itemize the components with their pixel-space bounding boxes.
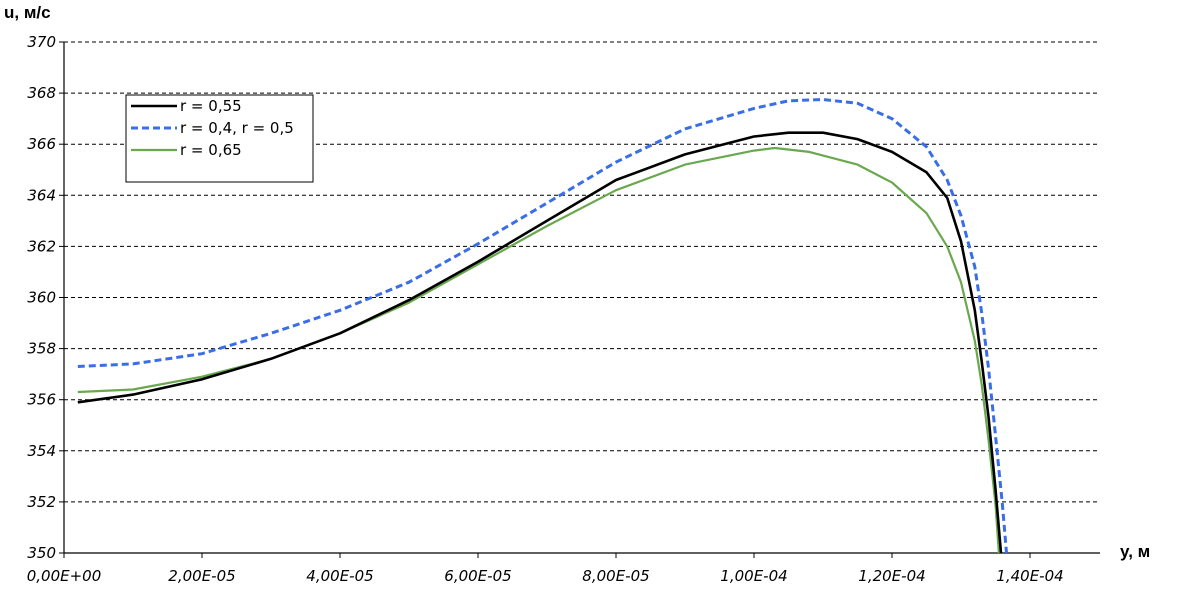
- y-tick-label: 352: [27, 493, 56, 511]
- y-tick-label: 360: [27, 289, 56, 307]
- x-tick-label: 1,20E-04: [858, 567, 925, 585]
- x-axis-title: y, м: [1120, 542, 1150, 561]
- legend: r = 0,55 r = 0,4, r = 0,5 r = 0,65: [125, 94, 314, 183]
- x-tick-label: 2,00E-05: [168, 567, 235, 585]
- x-tick-label: 1,40E-04: [996, 567, 1063, 585]
- grid-lines: [64, 41, 1100, 503]
- y-axis-title: u, м/с: [4, 3, 51, 22]
- x-tick-label: 1,00E-04: [720, 567, 787, 585]
- legend-label: r = 0,65: [180, 141, 242, 159]
- y-tick-label: 366: [27, 135, 56, 153]
- legend-label: r = 0,4, r = 0,5: [180, 119, 294, 137]
- y-tick-label: 370: [27, 33, 56, 51]
- y-tick-label: 354: [27, 442, 56, 460]
- y-tick-label: 356: [27, 391, 56, 409]
- y-tick-label: 362: [27, 237, 56, 255]
- series-line: [77, 146, 1000, 554]
- legend-label: r = 0,55: [180, 97, 242, 115]
- x-tick-label: 4,00E-05: [306, 567, 373, 585]
- x-tick-label: 8,00E-05: [582, 567, 649, 585]
- y-tick-label: 358: [27, 340, 56, 358]
- y-tick-label: 364: [27, 186, 56, 204]
- series-line: [77, 131, 1003, 554]
- series-layer: [77, 98, 1008, 554]
- y-tick-label: 350: [27, 544, 56, 562]
- y-tick-label: 368: [27, 84, 56, 102]
- legend-box: [125, 94, 314, 183]
- x-tick-label: 6,00E-05: [444, 567, 511, 585]
- series-line: [77, 98, 1008, 554]
- ticks: 350 352 354 356 358 360 362 364 366 368 370 0,00E+0…: [27, 33, 1064, 585]
- x-tick-label: 0,00E+00: [27, 567, 102, 585]
